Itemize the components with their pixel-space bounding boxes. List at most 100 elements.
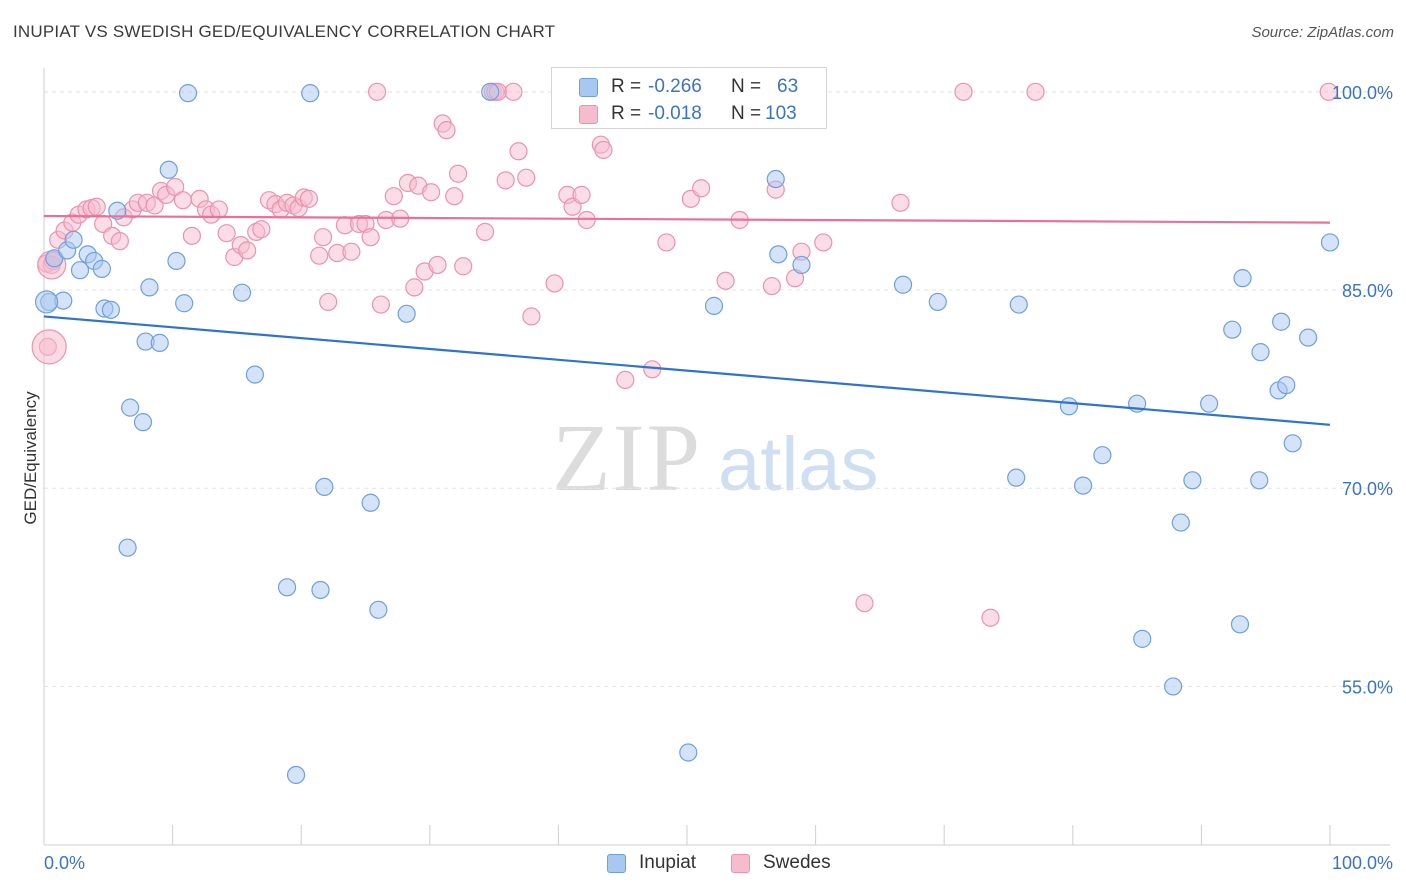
swedes-point xyxy=(110,232,129,251)
inupiat-point xyxy=(1299,328,1318,347)
swedes-r-value: -0.018 xyxy=(648,103,702,124)
swedes-point xyxy=(855,594,874,613)
stats-row-inupiat: R = -0.266 N = 63 xyxy=(552,74,826,100)
x-tick-label: 0.0% xyxy=(44,853,85,873)
swedes-point xyxy=(217,224,236,243)
inupiat-point xyxy=(311,580,330,600)
inupiat-point xyxy=(108,201,127,220)
trendlines xyxy=(43,214,1331,426)
inupiat-point xyxy=(1171,513,1190,532)
legend-item-swedes[interactable]: Swedes xyxy=(731,852,831,874)
inupiat-point xyxy=(121,398,140,417)
inupiat-point xyxy=(481,82,500,101)
inupiat-point xyxy=(1230,615,1250,634)
swedes-point xyxy=(367,82,387,101)
swedes-point-large xyxy=(31,329,67,365)
swedes-point xyxy=(517,168,536,187)
inupiat-point xyxy=(315,477,334,497)
inupiat-point xyxy=(1073,476,1093,495)
swedes-point xyxy=(252,220,271,239)
swedes-point xyxy=(1026,82,1045,101)
swedes-trendline xyxy=(43,214,1331,224)
swedes-point xyxy=(496,171,515,190)
swedes-point xyxy=(238,241,257,260)
inupiat-point xyxy=(1233,269,1252,288)
watermark-atlas: atlas xyxy=(718,422,879,507)
swedes-point xyxy=(692,179,711,198)
x-tick-label: 100.0% xyxy=(1332,853,1393,873)
inupiat-point xyxy=(232,283,252,302)
inupiat-point xyxy=(1093,446,1112,465)
stats-box: R = -0.266 N = 63 R = -0.018 N = 103 xyxy=(551,67,827,129)
swedes-point xyxy=(87,197,106,216)
swedes-point xyxy=(445,187,464,206)
inupiat-point xyxy=(1133,629,1152,648)
axes xyxy=(43,68,1390,846)
inupiat-point xyxy=(1250,471,1269,490)
legend-label-swedes: Swedes xyxy=(763,852,831,873)
swedes-legend-swatch xyxy=(731,853,750,873)
y-tick-label: 55.0% xyxy=(1342,677,1393,697)
inupiat-point xyxy=(792,255,811,275)
y-tick-label: 70.0% xyxy=(1342,479,1393,499)
inupiat-point xyxy=(1059,397,1079,416)
y-tick-label: 100.0% xyxy=(1332,83,1393,103)
swedes-n-value: 103 xyxy=(765,103,797,124)
swedes-point xyxy=(522,307,541,326)
inupiat-point xyxy=(167,251,186,271)
inupiat-point xyxy=(92,259,111,278)
swedes-point xyxy=(716,271,735,290)
inupiat-point xyxy=(150,333,169,352)
n-label: N = xyxy=(731,76,762,97)
inupiat-point-large xyxy=(34,290,59,314)
inupiat-r-value: -0.266 xyxy=(648,76,702,97)
inupiat-point xyxy=(133,413,153,432)
inupiat-point xyxy=(1223,320,1242,339)
inupiat-point xyxy=(1277,376,1296,395)
legend-label-inupiat: Inupiat xyxy=(639,852,697,873)
inupiat-point xyxy=(893,275,913,294)
swedes-point xyxy=(504,82,523,101)
inupiat-point xyxy=(769,245,788,264)
inupiat-point xyxy=(245,365,265,384)
swedes-point xyxy=(182,226,201,245)
swedes-point xyxy=(1319,82,1338,101)
swedes-point xyxy=(594,140,613,160)
chart-source: Source: ZipAtlas.com xyxy=(1251,24,1394,41)
inupiat-point xyxy=(1007,468,1026,487)
swedes-point xyxy=(342,242,361,261)
inupiat-point xyxy=(397,304,416,323)
inupiat-point xyxy=(70,261,90,280)
swedes-point xyxy=(657,233,676,252)
swedes-point xyxy=(545,274,564,293)
swedes-swatch xyxy=(579,105,598,124)
inupiat-n-value: 63 xyxy=(777,76,799,97)
inupiat-point xyxy=(178,84,198,103)
swedes-point xyxy=(437,121,456,140)
swedes-point xyxy=(428,255,447,275)
y-tick-label: 85.0% xyxy=(1342,281,1393,301)
inupiat-point xyxy=(704,296,724,315)
inupiat-point xyxy=(140,278,159,297)
swedes-point xyxy=(762,276,781,296)
swedes-point xyxy=(299,189,319,208)
swedes-point xyxy=(814,233,833,252)
inupiat-point xyxy=(1251,343,1270,362)
inupiat-point xyxy=(679,743,698,762)
swedes-point xyxy=(475,222,495,241)
swedes-point xyxy=(616,370,635,389)
swedes-point xyxy=(384,187,403,206)
inupiat-point xyxy=(64,230,83,249)
swedes-point xyxy=(313,228,333,247)
swedes-point xyxy=(577,210,596,230)
inupiat-point xyxy=(286,765,306,785)
inupiat-point xyxy=(1272,312,1291,331)
swedes-point xyxy=(421,183,441,202)
swedes-point xyxy=(448,164,468,183)
swedes-point xyxy=(173,191,192,210)
r-label: R = xyxy=(611,103,642,124)
swedes-point xyxy=(319,292,338,312)
tick-labels: 55.0% 70.0% 85.0% 100.0% 0.0% 100.0% xyxy=(44,83,1393,873)
inupiat-point xyxy=(1283,434,1302,453)
legend-item-inupiat[interactable]: Inupiat xyxy=(607,852,696,874)
